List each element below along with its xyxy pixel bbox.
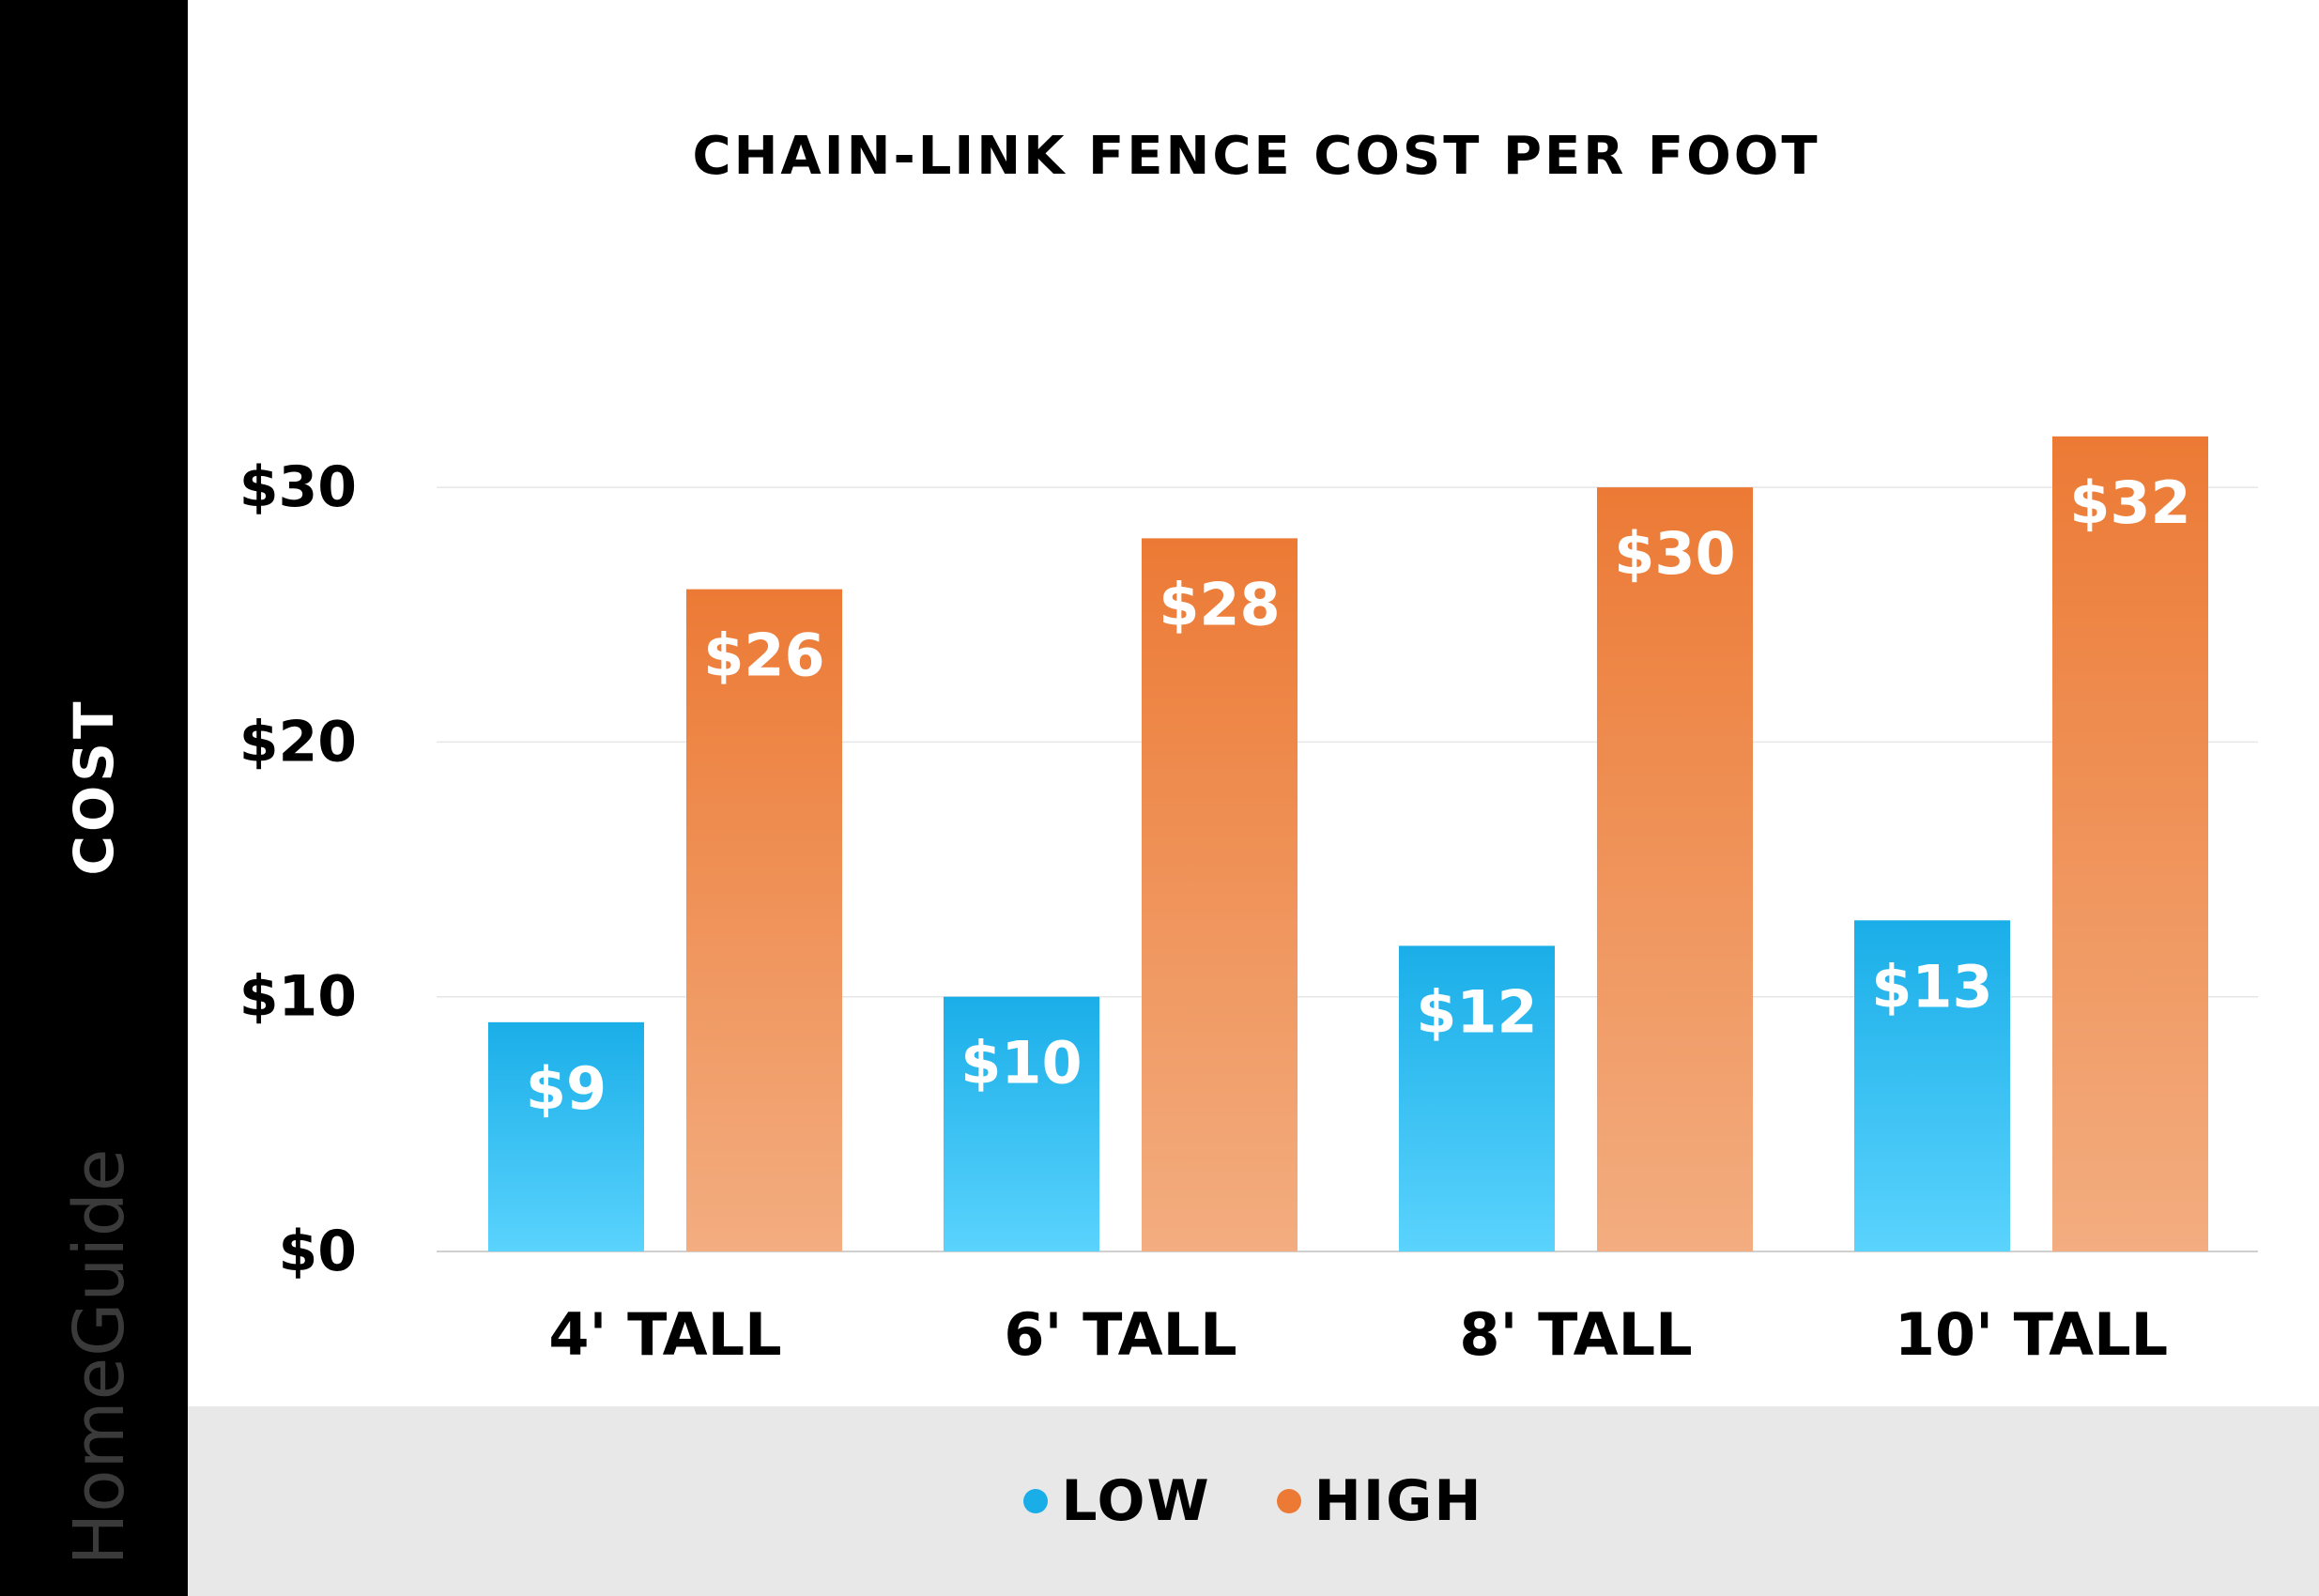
y-tick-label: $10: [239, 964, 357, 1030]
bar-low: [1854, 920, 2010, 1251]
bar-low: [1399, 945, 1555, 1251]
y-tick-label: $20: [239, 709, 357, 775]
x-tick-label: 10' TALL: [1895, 1300, 2168, 1369]
legend-item-high: HIGH: [1276, 1468, 1483, 1534]
x-tick-label: 4' TALL: [548, 1300, 781, 1369]
bars: [488, 436, 2208, 1252]
sidebar: COST HomeGuide: [0, 0, 188, 1596]
data-label: $30: [1614, 519, 1735, 588]
data-label: $28: [1159, 570, 1280, 638]
legend-label-high: HIGH: [1313, 1468, 1483, 1534]
bar-high: [686, 589, 842, 1251]
legend-item-low: LOW: [1023, 1468, 1210, 1534]
bar-low: [944, 996, 1099, 1251]
legend: LOW HIGH: [188, 1406, 2319, 1596]
data-label: $10: [960, 1029, 1082, 1097]
legend-dot-low-icon: [1023, 1489, 1049, 1513]
x-tick-label: 8' TALL: [1459, 1300, 1692, 1369]
bar-high: [1597, 487, 1753, 1251]
x-tick-label: 6' TALL: [1004, 1300, 1236, 1369]
data-label: $32: [2069, 468, 2190, 537]
y-tick-label: $0: [279, 1219, 358, 1284]
data-labels: $9 $26 $10 $28 $12 $30 $13 $32: [526, 468, 2191, 1123]
x-tick-labels: 4' TALL 6' TALL 8' TALL 10' TALL: [548, 1300, 2168, 1369]
bar-high: [2052, 436, 2208, 1252]
y-tick-label: $30: [239, 454, 357, 520]
data-label: $26: [703, 622, 824, 690]
data-label: $9: [526, 1054, 607, 1123]
chart-title: CHAIN-LINK FENCE COST PER FOOT: [692, 126, 1820, 187]
y-tick-labels: $0 $10 $20 $30: [239, 454, 357, 1284]
legend-dot-high-icon: [1276, 1489, 1301, 1513]
bar-low: [488, 1021, 644, 1251]
data-label: $13: [1871, 952, 1992, 1021]
bar-high: [1142, 538, 1298, 1251]
data-label: $12: [1416, 977, 1537, 1046]
legend-label-low: LOW: [1061, 1468, 1211, 1534]
